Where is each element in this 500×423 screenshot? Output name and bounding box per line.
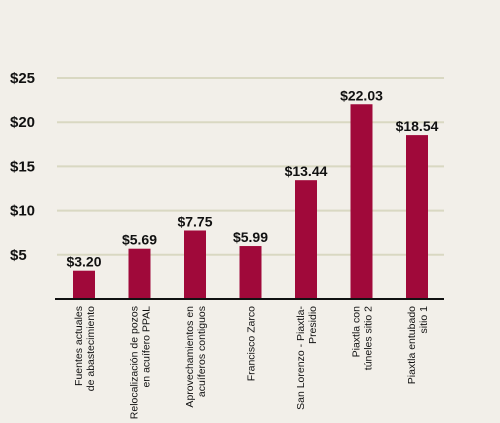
data-label: $5.99	[233, 229, 268, 245]
bar	[184, 230, 206, 299]
x-tick-label: Fuentes actuales de abastecimiento	[73, 306, 97, 391]
bars	[73, 104, 428, 300]
x-tick-label-line: acuíferos contiguos	[196, 306, 208, 397]
y-axis-tick-labels: $5 $10 $15 $20 $25	[10, 70, 35, 264]
x-tick-label: Relocalización de pozos en acuífero PPAL	[129, 306, 153, 419]
x-tick-label-line: Relocalización de pozos	[129, 306, 141, 419]
x-tick-label: San Lorenzo - Piaxtla- Presidio	[295, 305, 319, 409]
x-tick-label-line: Francisco Zarco	[246, 306, 258, 381]
y-tick-label: $15	[10, 158, 35, 175]
gridlines	[57, 77, 444, 256]
x-tick-label-line: túneles sitio 2	[363, 306, 375, 370]
data-label: $3.20	[66, 254, 101, 270]
x-tick-label-line: San Lorenzo - Piaxtla-	[295, 305, 307, 409]
y-tick-label: $25	[10, 70, 35, 87]
y-tick-label: $10	[10, 203, 35, 220]
bar	[73, 270, 95, 299]
data-label: $7.75	[177, 213, 212, 229]
data-label: $22.03	[340, 87, 383, 103]
data-labels: $3.20 $5.69 $7.75 $5.99 $13.44 $22.03 $18.54	[66, 87, 438, 269]
x-tick-label-line: sitio 1	[418, 306, 430, 334]
x-tick-label-line: en acuífero PPAL	[141, 306, 153, 388]
x-tick-label: Francisco Zarco	[246, 306, 258, 381]
x-tick-label: Piaxtla entubado sitio 1	[406, 306, 430, 384]
x-axis-tick-labels: Fuentes actuales de abastecimiento Relocal…	[73, 305, 430, 419]
y-tick-label: $20	[10, 114, 35, 131]
data-label: $5.69	[122, 232, 157, 248]
x-tick-label: Aprovechamientos en acuíferos contiguos	[184, 306, 208, 408]
bar	[239, 246, 262, 299]
bar	[295, 180, 317, 299]
x-tick-label: Piaxtla con túneles sitio 2	[351, 306, 375, 370]
bar	[128, 248, 151, 299]
bar	[350, 104, 373, 300]
x-tick-label-line: Presidio	[307, 306, 319, 344]
data-label: $18.54	[396, 118, 439, 134]
y-tick-label: $5	[10, 247, 27, 264]
x-tick-label-line: Piaxtla con	[351, 306, 363, 358]
x-tick-label-line: Aprovechamientos en	[184, 306, 196, 408]
x-tick-label-line: de abastecimiento	[85, 306, 97, 391]
bar	[406, 135, 428, 299]
x-tick-label-line: Fuentes actuales	[73, 306, 85, 386]
x-tick-label-line: Piaxtla entubado	[406, 306, 418, 384]
data-label: $13.44	[285, 163, 328, 179]
